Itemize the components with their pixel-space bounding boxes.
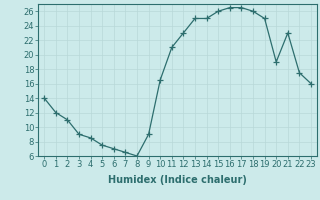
- X-axis label: Humidex (Indice chaleur): Humidex (Indice chaleur): [108, 175, 247, 185]
